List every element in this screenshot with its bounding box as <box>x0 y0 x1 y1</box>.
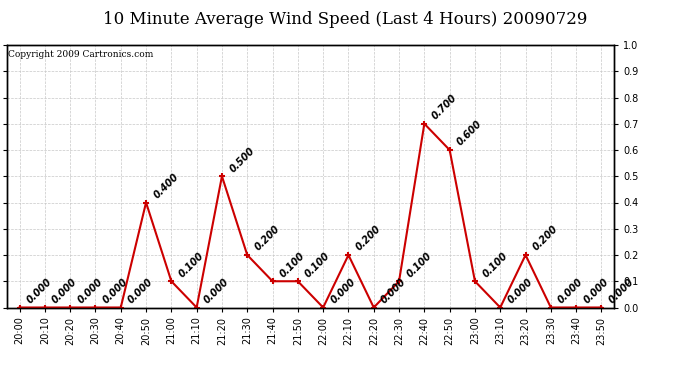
Text: 0.000: 0.000 <box>607 276 635 305</box>
Text: 0.000: 0.000 <box>50 276 79 305</box>
Text: 0.000: 0.000 <box>202 276 231 305</box>
Text: 0.000: 0.000 <box>76 276 104 305</box>
Text: 0.400: 0.400 <box>152 171 180 200</box>
Text: 0.100: 0.100 <box>278 250 307 279</box>
Text: 0.100: 0.100 <box>404 250 433 279</box>
Text: 10 Minute Average Wind Speed (Last 4 Hours) 20090729: 10 Minute Average Wind Speed (Last 4 Hou… <box>103 11 587 28</box>
Text: 0.000: 0.000 <box>101 276 130 305</box>
Text: 0.100: 0.100 <box>304 250 332 279</box>
Text: 0.500: 0.500 <box>228 145 256 174</box>
Text: 0.000: 0.000 <box>328 276 357 305</box>
Text: 0.000: 0.000 <box>380 276 408 305</box>
Text: 0.100: 0.100 <box>177 250 206 279</box>
Text: 0.700: 0.700 <box>430 93 459 122</box>
Text: 0.600: 0.600 <box>455 119 484 148</box>
Text: 0.200: 0.200 <box>253 224 282 253</box>
Text: 0.100: 0.100 <box>480 250 509 279</box>
Text: 0.000: 0.000 <box>506 276 535 305</box>
Text: 0.000: 0.000 <box>556 276 585 305</box>
Text: 0.200: 0.200 <box>531 224 560 253</box>
Text: Copyright 2009 Cartronics.com: Copyright 2009 Cartronics.com <box>8 50 153 59</box>
Text: 0.000: 0.000 <box>582 276 611 305</box>
Text: 0.000: 0.000 <box>126 276 155 305</box>
Text: 0.000: 0.000 <box>25 276 54 305</box>
Text: 0.200: 0.200 <box>354 224 383 253</box>
